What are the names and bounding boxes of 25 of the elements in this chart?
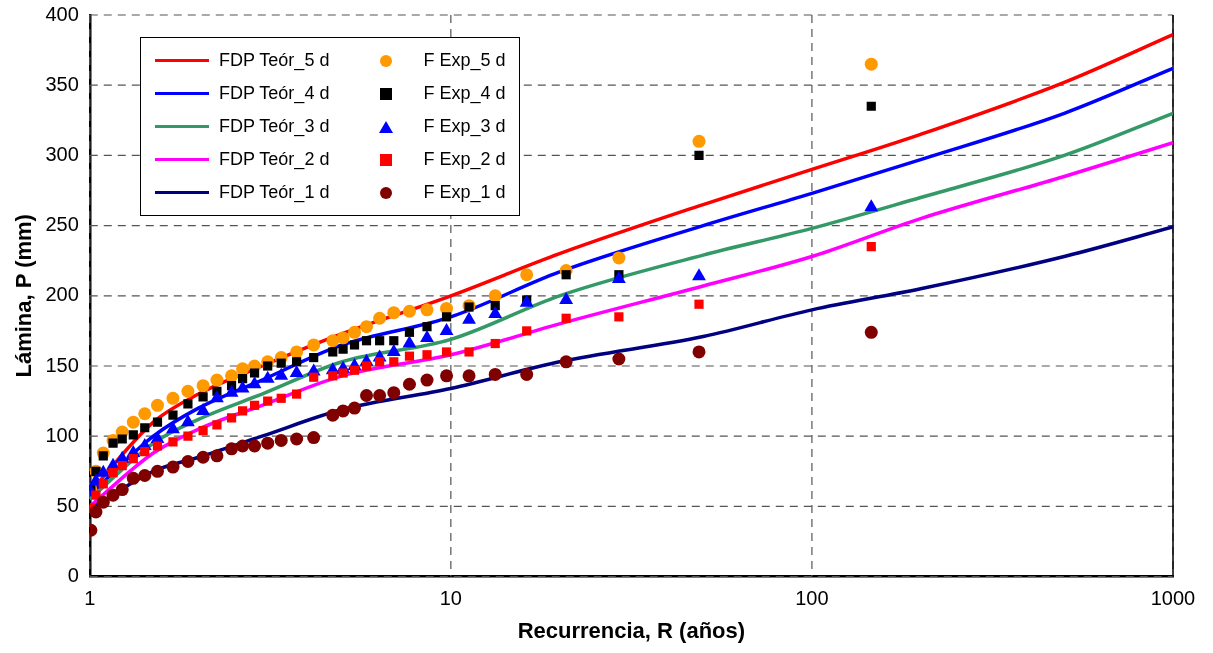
legend-label: F Exp_2 d [423, 149, 506, 170]
y-tick-label: 50 [56, 493, 79, 516]
x-tick-label: 100 [795, 587, 829, 610]
legend-label: FDP Teór_2 d [219, 149, 330, 170]
legend-label: F Exp_3 d [423, 116, 506, 137]
legend-label: F Exp_5 d [423, 50, 506, 71]
x-axis-title: Recurrencia, R (años) [517, 617, 746, 643]
legend-label: FDP Teór_1 d [219, 182, 330, 203]
y-tick-label: 300 [45, 142, 79, 165]
legend-label: FDP Teór_5 d [219, 50, 330, 71]
x-tick-label: 1 [84, 587, 96, 610]
legend-label: FDP Teór_4 d [219, 83, 330, 104]
y-tick-label: 350 [45, 72, 79, 95]
y-tick-label: 100 [45, 423, 79, 446]
y-tick-label: 250 [45, 213, 79, 236]
legend-label: FDP Teór_3 d [219, 116, 330, 137]
x-tick-label: 1000 [1150, 587, 1196, 610]
y-tick-label: 200 [45, 283, 79, 306]
legend-label: F Exp_4 d [423, 83, 506, 104]
y-tick-label: 150 [45, 353, 79, 376]
y-tick-label: 400 [45, 2, 79, 25]
y-axis-title: Lámina, P (mm) [11, 214, 37, 378]
x-tick-label: 10 [439, 587, 462, 610]
y-tick-label: 0 [67, 564, 79, 587]
legend-label: F Exp_1 d [423, 182, 506, 203]
